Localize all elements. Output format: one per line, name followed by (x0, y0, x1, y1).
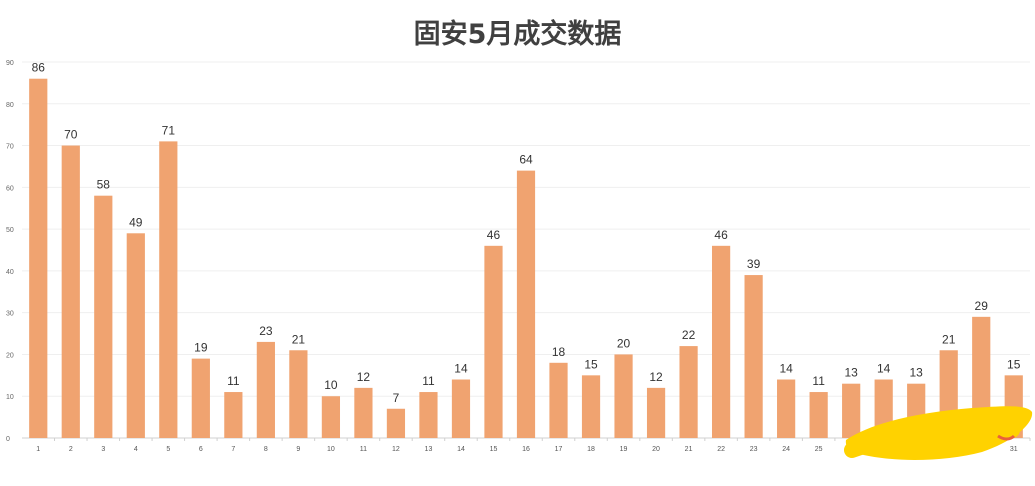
y-tick-label: 60 (6, 185, 14, 192)
data-label: 13 (844, 366, 858, 380)
bar (516, 170, 536, 438)
x-tick-label: 14 (457, 446, 465, 453)
x-tick-label: 10 (327, 446, 335, 453)
x-tick-label: 19 (620, 446, 628, 453)
bar (256, 341, 275, 438)
x-tick-label: 3 (101, 446, 105, 453)
x-tick-label: 21 (685, 446, 693, 453)
y-tick-label: 80 (6, 102, 14, 109)
x-tick-label: 23 (750, 446, 758, 453)
data-label: 15 (584, 357, 598, 371)
bar (581, 375, 601, 438)
data-label: 14 (877, 362, 891, 376)
y-tick-label: 70 (6, 144, 14, 151)
data-label: 86 (32, 61, 46, 75)
bar (679, 346, 698, 438)
bar (842, 383, 861, 438)
x-tick-label: 20 (652, 446, 660, 453)
x-tick-label: 6 (199, 446, 203, 453)
y-tick-label: 20 (6, 352, 14, 359)
y-tick-label: 30 (6, 311, 14, 318)
x-tick-label: 1 (36, 446, 40, 453)
data-label: 20 (617, 336, 631, 350)
x-tick-label: 24 (782, 446, 790, 453)
data-label: 70 (64, 128, 78, 142)
x-tick-label: 13 (425, 446, 433, 453)
x-tick-label: 2 (69, 446, 73, 453)
bar (386, 408, 406, 438)
bar (646, 387, 666, 438)
data-label: 21 (292, 332, 306, 346)
x-tick-label: 12 (392, 446, 400, 453)
y-tick-label: 0 (6, 436, 10, 443)
data-label: 11 (227, 374, 240, 388)
bar (29, 78, 48, 438)
data-label: 19 (194, 341, 208, 355)
x-tick-label: 9 (296, 446, 300, 453)
bar (321, 396, 341, 438)
data-label: 58 (97, 178, 111, 192)
data-label: 46 (714, 228, 728, 242)
data-label: 49 (129, 215, 143, 229)
yellow-redaction-mark (844, 406, 1033, 460)
x-tick-label: 8 (264, 446, 268, 453)
x-tick-label: 31 (1010, 446, 1018, 453)
bar (159, 141, 178, 438)
bar (614, 354, 633, 438)
x-tick-label: 18 (587, 446, 595, 453)
chart-title: 固安5月成交数据 (413, 19, 622, 50)
data-label: 46 (487, 228, 501, 242)
data-label: 10 (324, 378, 338, 392)
bar (484, 245, 503, 438)
data-label: 23 (259, 324, 273, 338)
x-tick-label: 15 (490, 446, 498, 453)
bar (549, 362, 568, 438)
data-label: 18 (552, 345, 566, 359)
x-tick-label: 11 (360, 446, 367, 453)
bar (61, 145, 80, 439)
data-label: 29 (975, 299, 989, 313)
x-tick-label: 17 (555, 446, 563, 453)
bar (451, 379, 471, 438)
bar (711, 245, 731, 438)
bar (191, 358, 210, 438)
x-tick-label: 16 (522, 446, 530, 453)
bar (419, 392, 438, 438)
bar (126, 233, 145, 438)
y-tick-label: 90 (6, 60, 14, 67)
data-label: 15 (1007, 357, 1021, 371)
data-label: 64 (519, 153, 533, 167)
bar (744, 275, 763, 438)
y-tick-label: 10 (6, 394, 14, 401)
x-tick-label: 7 (231, 446, 235, 453)
x-tick-label: 5 (166, 446, 170, 453)
bar (809, 392, 828, 438)
data-label: 22 (682, 328, 696, 342)
bar (94, 195, 113, 438)
x-tick-label: 25 (815, 446, 823, 453)
y-tick-label: 40 (6, 269, 14, 276)
data-label: 11 (812, 374, 825, 388)
data-label: 12 (357, 370, 371, 384)
data-label: 71 (162, 123, 176, 137)
data-label: 14 (779, 362, 793, 376)
data-label: 7 (393, 391, 400, 405)
bar (777, 379, 796, 438)
x-tick-label: 22 (717, 446, 725, 453)
y-tick-label: 50 (6, 227, 14, 234)
bar (224, 392, 243, 438)
data-label: 13 (910, 366, 924, 380)
data-label: 21 (942, 332, 956, 346)
bar (354, 387, 373, 438)
data-label: 14 (454, 362, 468, 376)
bar (289, 350, 308, 438)
x-tick-label: 4 (134, 446, 138, 453)
data-label: 12 (649, 370, 663, 384)
data-label: 39 (747, 257, 761, 271)
data-label: 11 (422, 374, 435, 388)
